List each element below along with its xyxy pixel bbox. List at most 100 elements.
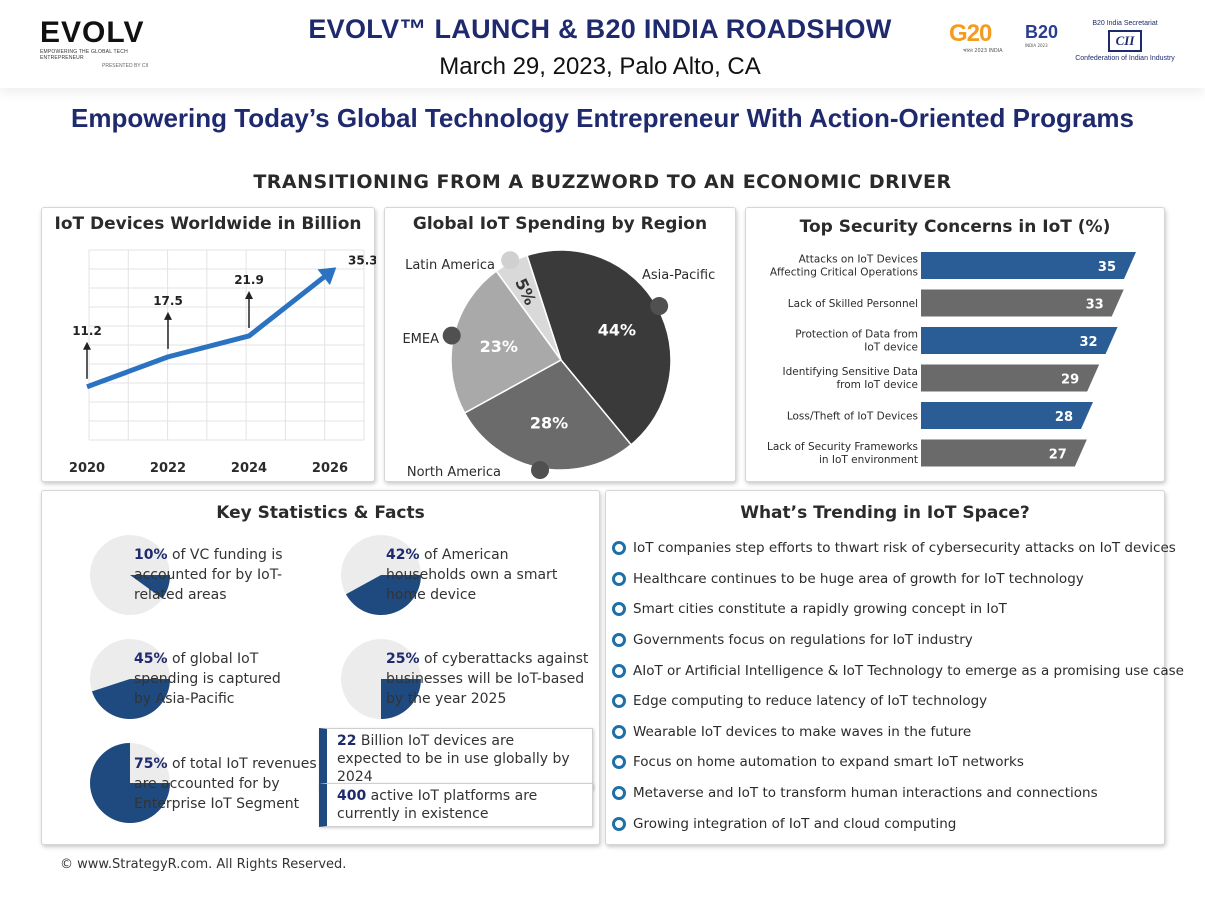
stat-vc-funding: 10% of VC funding is accounted for by Io… — [134, 547, 283, 603]
evolv-logo-presented: PRESENTED BY CII — [102, 63, 149, 69]
circle-bullet-icon — [612, 571, 626, 586]
pie-marker-dot — [531, 461, 550, 480]
trend-item: Wearable IoT devices to make waves in th… — [612, 717, 1167, 748]
key-stats-card: Key Statistics & Facts 10% of VC funding… — [41, 490, 600, 845]
trend-item-text: Wearable IoT devices to make waves in th… — [633, 723, 972, 740]
iot-spending-title: Global IoT Spending by Region — [412, 214, 708, 234]
bar-category-label: IoT device — [864, 342, 918, 354]
cii-secretariat: B20 India Secretariat — [1092, 20, 1158, 27]
circle-bullet-icon — [612, 694, 626, 709]
circle-bullet-icon — [612, 755, 626, 770]
value-arrowhead — [83, 341, 91, 350]
x-tick-label: 2022 — [150, 461, 186, 476]
circle-bullet-icon — [612, 816, 626, 831]
evolv-logo-tagline: EMPOWERING THE GLOBAL TECH ENTREPRENEUR — [40, 49, 128, 61]
bar — [921, 402, 1093, 429]
security-concerns-card: Top Security Concerns in IoT (%) 35 Attac… — [745, 207, 1165, 482]
b20-logo: B20 INDIA 2023 — [1025, 22, 1075, 48]
security-concerns-title: Top Security Concerns in IoT (%) — [799, 217, 1111, 237]
trend-item-text: Focus on home automation to expand smart… — [633, 754, 1024, 771]
bar-category-label: in IoT environment — [819, 454, 918, 466]
b20-logo-text: B20 — [1025, 22, 1059, 42]
x-tick-label: 2026 — [312, 461, 348, 476]
value-label: 35.3 — [348, 253, 376, 267]
trend-item-text: Edge computing to reduce latency of IoT … — [633, 693, 988, 710]
bar-value-label: 32 — [1079, 335, 1097, 350]
stat-smart-home: 42% of American households own a smart h… — [386, 547, 558, 603]
value-label: 17.5 — [153, 294, 183, 308]
circle-bullet-icon — [612, 663, 626, 678]
trend-item-text: Metaverse and IoT to transform human int… — [633, 785, 1098, 802]
pie-marker-dot — [501, 251, 520, 270]
bar-category-label: Lack of Skilled Personnel — [788, 298, 918, 310]
trend-item: IoT companies step efforts to thwart ris… — [612, 533, 1176, 564]
stat-enterprise-iot: 75% of total IoT revenues are accounted … — [134, 756, 317, 812]
circle-bullet-icon — [612, 633, 626, 648]
bar-value-label: 28 — [1055, 410, 1073, 425]
bar-value-label: 33 — [1086, 298, 1104, 313]
trend-item: Focus on home automation to expand smart… — [612, 747, 1167, 778]
trending-list: IoT companies step efforts to thwart ris… — [612, 533, 1184, 839]
bar-value-label: 27 — [1049, 448, 1067, 463]
pie-category-label: Latin America — [405, 258, 495, 273]
iot-spending-card: Global IoT Spending by Region 44% 28% 23% 5… — [384, 207, 736, 482]
bar-category-label: Affecting Critical Operations — [770, 267, 918, 279]
bar-category-label: Loss/Theft of IoT Devices — [787, 411, 918, 423]
event-date: March 29, 2023, Palo Alto, CA — [439, 53, 761, 80]
b20-logo-sub: INDIA 2023 — [1025, 43, 1048, 48]
trend-item-text: Growing integration of IoT and cloud com… — [633, 815, 957, 832]
stat-pie-fill — [130, 575, 170, 599]
pie-marker-dot — [442, 326, 461, 345]
pie-value-label: 23% — [480, 337, 518, 356]
stat-asia-pacific: 45% of global IoT spending is captured b… — [134, 651, 281, 707]
trend-item-text: Governments focus on regulations for IoT… — [633, 632, 973, 649]
cii-fullname: Confederation of Indian Industry — [1075, 55, 1175, 62]
pie-value-label: 44% — [598, 320, 636, 339]
cii-mark: CII — [1107, 30, 1143, 52]
key-stats-title: Key Statistics & Facts — [216, 503, 425, 523]
stat-pie-fill — [345, 575, 421, 615]
circle-bullet-icon — [612, 541, 626, 556]
value-arrowhead — [164, 311, 172, 320]
bar-value-label: 35 — [1098, 260, 1116, 275]
iot-devices-card: IoT Devices Worldwide in Billion 2020 202… — [41, 207, 376, 482]
circle-bullet-icon — [612, 786, 626, 801]
trend-item-text: IoT companies step efforts to thwart ris… — [633, 540, 1176, 557]
bar-category-label: Attacks on IoT Devices — [799, 254, 918, 266]
pie-value-label: 28% — [530, 414, 568, 433]
stat-pie-fill — [381, 679, 421, 719]
pie-category-label: EMEA — [402, 332, 439, 347]
trend-item-text: Healthcare continues to be huge area of … — [633, 570, 1084, 587]
section-heading: TRANSITIONING FROM A BUZZWORD TO AN ECON… — [253, 171, 952, 193]
stat-pie-fill — [91, 679, 170, 719]
evolv-logo: EVOLV EMPOWERING THE GLOBAL TECH ENTREPR… — [40, 16, 170, 70]
circle-bullet-icon — [612, 602, 626, 617]
bar-category-label: Identifying Sensitive Data — [783, 366, 919, 378]
page-header: EVOLV EMPOWERING THE GLOBAL TECH ENTREPR… — [0, 0, 1205, 88]
value-arrowhead — [245, 290, 253, 299]
value-label: 11.2 — [72, 324, 102, 338]
trend-item: Smart cities constitute a rapidly growin… — [612, 594, 1167, 625]
trend-item-text: AIoT or Artificial Intelligence & IoT Te… — [633, 662, 1184, 679]
trending-card: What’s Trending in IoT Space? — [605, 490, 1165, 845]
stat-cyberattacks: 25% of cyberattacks against businesses w… — [386, 651, 589, 707]
bar — [921, 364, 1100, 392]
series-arrowhead — [317, 267, 337, 286]
stat-pie-fill — [90, 743, 170, 823]
copyright-footer: © www.StrategyR.com. All Rights Reserved… — [60, 857, 347, 872]
pie-marker-dot — [650, 297, 669, 316]
trend-item: Healthcare continues to be huge area of … — [612, 564, 1167, 595]
evolv-logo-text: EVOLV — [40, 16, 145, 49]
tagline: Empowering Today’s Global Technology Ent… — [71, 103, 1134, 133]
stat-box-iot-platforms: 400 active IoT platforms are currently i… — [319, 783, 593, 827]
stat-box-iot-devices: 22 Billion IoT devices are expected to b… — [319, 728, 593, 790]
pie-category-label: North America — [407, 465, 501, 480]
bar-category-label: Lack of Security Frameworks — [767, 441, 918, 453]
iot-devices-chart: 2020 2022 2024 2026 11.2 17.5 21.9 35.3 — [69, 249, 376, 476]
bar — [921, 439, 1087, 467]
bar-value-label: 29 — [1061, 373, 1079, 388]
iot-devices-title: IoT Devices Worldwide in Billion — [54, 214, 362, 234]
series-line — [86, 270, 332, 390]
